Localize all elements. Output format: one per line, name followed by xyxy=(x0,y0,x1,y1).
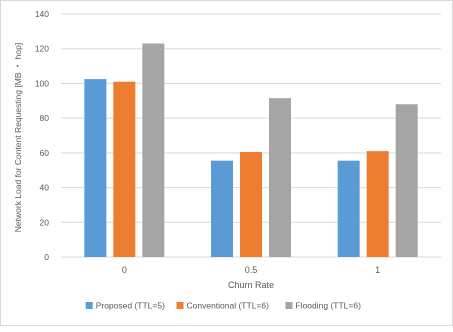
y-tick-label: 60 xyxy=(40,148,50,158)
y-tick-label: 100 xyxy=(35,78,49,88)
bar-flooding-0 xyxy=(142,44,164,257)
y-tick-label: 80 xyxy=(40,113,50,123)
y-tick-label: 140 xyxy=(35,9,49,19)
x-tick-label: 1 xyxy=(375,265,380,275)
bars xyxy=(84,44,417,257)
legend-swatch xyxy=(286,302,293,309)
y-tick-label: 0 xyxy=(44,252,49,262)
legend: Proposed (TTL=5) Conventional (TTL=6) Floo… xyxy=(86,301,361,311)
y-tick-label: 120 xyxy=(35,44,49,54)
y-tick-label: 40 xyxy=(40,183,50,193)
legend-label: Conventional (TTL=6) xyxy=(187,301,270,311)
x-tick-label: 0 xyxy=(122,265,127,275)
bar-flooding-0.5 xyxy=(269,98,291,257)
bar-proposed-0.5 xyxy=(211,161,233,257)
y-tick-labels: 0 20 40 60 80 100 120 140 xyxy=(35,9,49,262)
bar-conventional-1 xyxy=(367,151,389,257)
legend-label: Flooding (TTL=6) xyxy=(296,301,362,311)
legend-swatch xyxy=(86,302,93,309)
x-axis-title: Churn Rate xyxy=(228,280,274,290)
bar-conventional-0 xyxy=(113,82,135,257)
legend-swatch xyxy=(177,302,184,309)
bar-conventional-0.5 xyxy=(240,152,262,257)
bar-proposed-0 xyxy=(84,79,106,257)
bar-flooding-1 xyxy=(396,104,418,257)
legend-item-1: Proposed (TTL=5) xyxy=(86,301,165,311)
x-tick-label: 0.5 xyxy=(245,265,258,275)
legend-item-2: Conventional (TTL=6) xyxy=(177,301,270,311)
y-tick-label: 20 xyxy=(40,217,50,227)
x-tick-labels: 0 0.5 1 xyxy=(122,265,380,275)
bar-proposed-1 xyxy=(338,161,360,257)
y-axis-title: Network Load for Content Requesting [MB … xyxy=(13,43,23,232)
legend-item-3: Flooding (TTL=6) xyxy=(286,301,362,311)
legend-label: Proposed (TTL=5) xyxy=(96,301,165,311)
